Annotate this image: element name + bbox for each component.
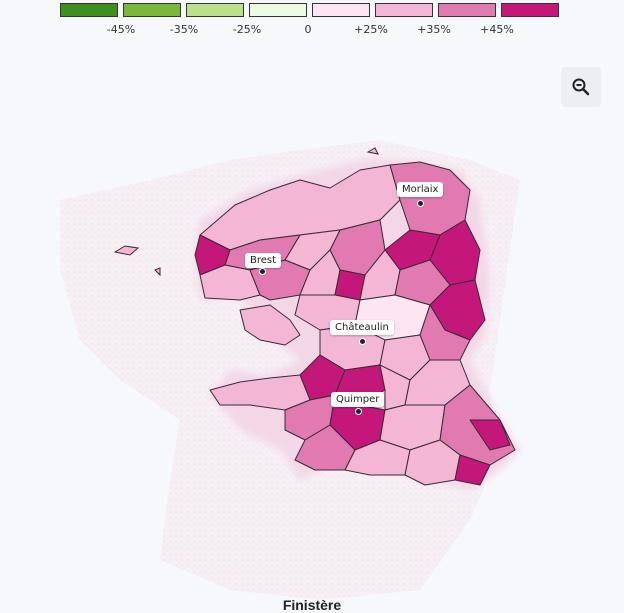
legend-swatch-0 (60, 3, 118, 17)
legend-label: +45% (480, 23, 514, 36)
city-label-quimper: Quimper (331, 392, 385, 407)
island (366, 147, 379, 155)
legend-swatch-3 (249, 3, 307, 17)
legend-swatch-7 (501, 3, 559, 17)
legend-swatch-5 (375, 3, 433, 17)
legend-label: +25% (354, 23, 388, 36)
legend-swatch-2 (186, 3, 244, 17)
legend-label: -45% (106, 23, 136, 36)
legend-label: -35% (169, 23, 199, 36)
island (113, 245, 140, 256)
legend: -45% -35% -25% 0 +25% +35% +45% (60, 3, 562, 43)
city-label-brest: Brest (245, 253, 282, 268)
city-dot-brest (259, 268, 266, 275)
legend-swatch-4 (312, 3, 370, 17)
map-svg (60, 140, 520, 600)
city-label-chateaulin: Châteaulin (330, 320, 394, 335)
city-label-morlaix: Morlaix (397, 182, 444, 197)
island (154, 267, 161, 277)
city-dot-morlaix (417, 200, 424, 207)
legend-label: -25% (232, 23, 262, 36)
map-title: Finistère (282, 597, 342, 613)
legend-swatch-1 (123, 3, 181, 17)
city-dot-quimper (355, 408, 362, 415)
legend-label: +35% (417, 23, 451, 36)
legend-swatch-6 (438, 3, 496, 17)
zoom-out-icon (572, 78, 590, 96)
city-dot-chateaulin (359, 338, 366, 345)
map[interactable]: Morlaix Brest Châteaulin Quimper (0, 120, 624, 600)
zoom-out-button[interactable] (561, 67, 601, 107)
legend-label: 0 (304, 23, 312, 36)
